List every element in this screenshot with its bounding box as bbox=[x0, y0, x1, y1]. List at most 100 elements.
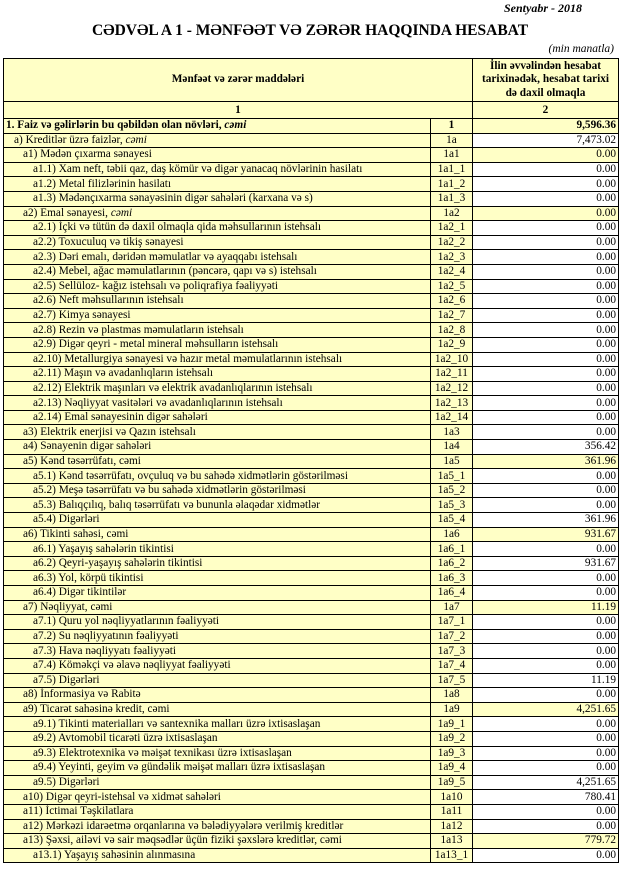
row-value: 0.00 bbox=[472, 293, 619, 309]
column-number-row: 1 2 bbox=[3, 101, 619, 119]
table-row: a1.1) Xam neft, təbii qaz, daş kömür və … bbox=[3, 161, 619, 178]
row-code: 1a9_3 bbox=[430, 745, 473, 762]
row-code: 1a9 bbox=[430, 701, 473, 718]
row-label-text: a6.2) Qeyri-yaşayış sahələrin tikintisi bbox=[33, 557, 203, 570]
row-label: a5.4) Digərləri bbox=[3, 512, 431, 528]
row-label-text: a2.10) Metallurgiya sənayesi və hazır me… bbox=[33, 352, 343, 365]
row-code: 1a9_1 bbox=[430, 716, 473, 732]
row-value: 0.00 bbox=[472, 395, 619, 411]
row-label-text: a9) Ticarət sahəsinə kredit, cəmi bbox=[23, 703, 170, 716]
table-row: a11) İctimai Təşkilatlara 1a11 0.00 bbox=[3, 803, 619, 820]
table-row: a6.1) Yaşayış sahələrin tikintisi 1a6_1 0.… bbox=[3, 541, 619, 557]
row-value: 780.41 bbox=[472, 789, 619, 805]
row-value: 0.00 bbox=[472, 730, 619, 747]
row-value: 0.00 bbox=[472, 278, 619, 295]
row-label: a9.4) Yeyinti, geyim və gündəlik məişət … bbox=[3, 760, 431, 776]
row-value: 931.67 bbox=[472, 555, 619, 572]
row-label-text: a2.11) Maşın və avadanlıqların istehsalı bbox=[33, 367, 213, 380]
row-label: a2.11) Maşın və avadanlıqların istehsalı bbox=[3, 366, 431, 382]
row-label-text: a7.2) Su nəqliyyatının fəaliyyəti bbox=[33, 630, 179, 643]
row-code: 1a2_14 bbox=[430, 409, 473, 426]
row-label-text: a2.5) Sellüloz- kağız istehsalı və poliq… bbox=[33, 279, 278, 292]
row-label-text: a10) Digər qeyri-istehsal və xidmət sahə… bbox=[23, 790, 221, 803]
row-label-text: a1.2) Metal filizlərinin hasilatı bbox=[33, 177, 172, 190]
unit-note: (min manatla) bbox=[548, 43, 614, 55]
row-label: a2.14) Emal sənayesinin digər sahələri bbox=[3, 409, 431, 426]
row-label: a8) İnformasiya və Rabitə bbox=[3, 687, 431, 703]
row-label-text: a9.2) Avtomobil ticarəti üzrə ixtisaslaş… bbox=[33, 732, 218, 745]
table-row: a9.3) Elektrotexnika və məişət texnikası… bbox=[3, 745, 619, 762]
page-title: CƏDVƏL A 1 - MƏNFƏƏT VƏ ZƏRƏR HAQQINDA H… bbox=[91, 22, 529, 39]
row-value: 0.00 bbox=[472, 263, 619, 280]
row-value: 361.96 bbox=[472, 453, 619, 470]
table-row: a9.2) Avtomobil ticarəti üzrə ixtisaslaş… bbox=[3, 730, 619, 747]
table-row: a6) Tikinti sahəsi, cəmi 1a6 931.67 bbox=[3, 526, 619, 543]
row-label-text: a5.3) Balıqçılıq, balıq təsərrüfatı və b… bbox=[33, 498, 321, 511]
row-label-text: a4) Sənayenin digər sahələri bbox=[23, 440, 152, 453]
row-code: 1a6 bbox=[430, 526, 473, 543]
row-code: 1a2_1 bbox=[430, 220, 473, 236]
row-value: 0.00 bbox=[472, 628, 619, 645]
row-label-text: a2.12) Elektrik maşınları və elektrik av… bbox=[33, 381, 313, 394]
row-value: 0.00 bbox=[472, 687, 619, 703]
table-row: a2.13) Nəqliyyat vasitələri və avadanlıq… bbox=[3, 395, 619, 411]
row-code: 1a5 bbox=[430, 453, 473, 470]
row-label-total: cəmi bbox=[125, 133, 147, 146]
table-row: a13) Şəxsi, ailəvi və sair məqsədlər üçü… bbox=[3, 833, 619, 849]
table-row: a4) Sənayenin digər sahələri 1a4 356.42 bbox=[3, 439, 619, 455]
row-value: 0.00 bbox=[472, 336, 619, 353]
table-row: a5) Kənd təsərrüfatı, cəmi 1a5 361.96 bbox=[3, 453, 619, 470]
row-value: 11.19 bbox=[472, 672, 619, 689]
table-row: a7.5) Digərləri 1a7_5 11.19 bbox=[3, 672, 619, 689]
row-value: 11.19 bbox=[472, 599, 619, 616]
table-row: a9.4) Yeyinti, geyim və gündəlik məişət … bbox=[3, 760, 619, 776]
row-label-text: a2.4) Mebel, ağac məmulatlarının (pəncər… bbox=[33, 265, 317, 278]
table-row: 1. Faiz və gəlirlərin bu qəbildən olan n… bbox=[3, 118, 619, 134]
row-label: a6.4) Digər tikintilər bbox=[3, 585, 431, 601]
row-value: 0.00 bbox=[472, 760, 619, 776]
row-code: 1a9_5 bbox=[430, 774, 473, 791]
table-row: a1.2) Metal filizlərinin hasilatı 1a1_2 0.… bbox=[3, 176, 619, 192]
table-row: a2.6) Neft məhsullarının istehsalı 1a2_6 0… bbox=[3, 293, 619, 309]
row-label: a5.1) Kənd təsərrüfatı, ovçuluq və bu sa… bbox=[3, 468, 431, 484]
table-row: a2.11) Maşın və avadanlıqların istehsalı… bbox=[3, 366, 619, 382]
row-label-text: a2.13) Nəqliyyat vasitələri və avadanlıq… bbox=[33, 396, 283, 409]
row-label: a) Kreditlər üzrə faizlər, cəmi bbox=[3, 132, 431, 149]
row-code: 1a10 bbox=[430, 789, 473, 805]
row-label-text: a13) Şəxsi, ailəvi və sair məqsədlər üçü… bbox=[23, 834, 342, 847]
table-row: a12) Mərkəzi idarəetmə orqanlarına və bə… bbox=[3, 818, 619, 835]
table-row: a2.8) Rezin və plastmas məmulatların ist… bbox=[3, 322, 619, 338]
row-label-text: a2.3) Dəri emalı, dəridən məmulatlar və … bbox=[33, 250, 298, 263]
row-label-text: a7.4) Köməkçi və əlavə nəqliyyat fəaliyy… bbox=[33, 659, 231, 672]
row-label: 1. Faiz və gəlirlərin bu qəbildən olan n… bbox=[3, 118, 431, 134]
row-label: a7.1) Quru yol nəqliyyatlarının fəaliyyə… bbox=[3, 614, 431, 630]
row-value: 0.00 bbox=[472, 482, 619, 499]
row-label: a1) Mədən çıxarma sənayesi bbox=[3, 147, 431, 163]
row-label-text: a9.4) Yeyinti, geyim və gündəlik məişət … bbox=[33, 761, 326, 774]
row-label-text: a6) Tikinti sahəsi, cəmi bbox=[23, 527, 129, 540]
row-label: a9) Ticarət sahəsinə kredit, cəmi bbox=[3, 701, 431, 718]
row-label: a2.9) Digər qeyri - metal mineral məhsul… bbox=[3, 336, 431, 353]
row-label-text: a13.1) Yaşayış sahəsinin alınmasına bbox=[33, 848, 196, 861]
row-code: 1 bbox=[430, 118, 473, 134]
row-value: 0.00 bbox=[472, 234, 619, 251]
row-label-text: a5.2) Meşə təsərrüfatı və bu sahədə xidm… bbox=[33, 484, 306, 497]
table-row: a2.7) Kimya sənayesi 1a2_7 0.00 bbox=[3, 307, 619, 324]
row-label: a7.2) Su nəqliyyatının fəaliyyəti bbox=[3, 628, 431, 645]
col1-header: Mənfəət və zərər maddələri bbox=[3, 58, 473, 102]
row-code: 1a11 bbox=[430, 803, 473, 820]
row-code: 1a5_2 bbox=[430, 482, 473, 499]
table-row: a2.14) Emal sənayesinin digər sahələri 1a… bbox=[3, 409, 619, 426]
row-code: 1a3 bbox=[430, 424, 473, 441]
row-value: 0.00 bbox=[472, 176, 619, 192]
row-code: 1a2_6 bbox=[430, 293, 473, 309]
row-label: a9.1) Tikinti materialları və santexnika… bbox=[3, 716, 431, 732]
table-row: a2.9) Digər qeyri - metal mineral məhsul… bbox=[3, 336, 619, 353]
col2-number: 2 bbox=[472, 101, 619, 119]
row-code: 1a1_2 bbox=[430, 176, 473, 192]
row-value: 0.00 bbox=[472, 716, 619, 732]
row-value: 0.00 bbox=[472, 424, 619, 441]
table-row: a1) Mədən çıxarma sənayesi 1a1 0.00 bbox=[3, 147, 619, 163]
row-code: 1a6_3 bbox=[430, 570, 473, 586]
row-code: 1a5_3 bbox=[430, 497, 473, 514]
